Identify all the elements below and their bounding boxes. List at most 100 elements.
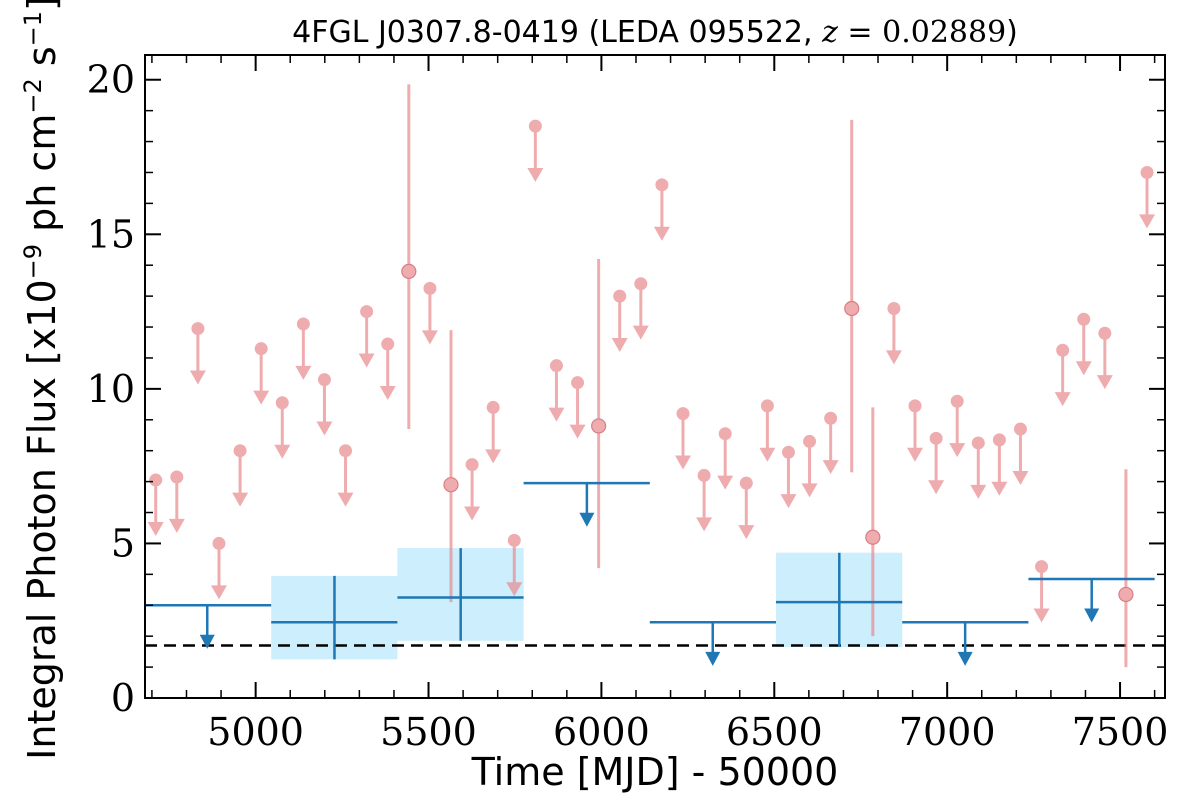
upper-limit-arrowhead <box>421 330 438 345</box>
long-bin-upper-limit <box>1028 577 1155 623</box>
y-tick-label: 20 <box>87 58 135 102</box>
upper-limit-marker <box>486 400 500 414</box>
long-bin-detection <box>776 552 903 647</box>
long-bin-detection <box>271 575 398 660</box>
upper-limit-marker <box>739 476 753 490</box>
upper-limit-arrowhead <box>717 475 734 490</box>
upper-limit-arrowhead <box>485 449 502 464</box>
short-bin-series <box>147 84 1156 668</box>
upper-limit-marker <box>613 289 627 303</box>
upper-limit-marker <box>465 458 479 472</box>
upper-limit-arrowhead <box>632 325 649 340</box>
upper-limit-arrowhead <box>928 480 945 495</box>
x-tick-label: 6000 <box>553 710 650 754</box>
short-bin-detection <box>844 119 860 473</box>
upper-limit-marker <box>1140 165 1154 179</box>
short-bin-upper-limit <box>1075 312 1092 376</box>
upper-limit-arrowhead <box>738 525 755 540</box>
upper-limit-marker <box>275 396 289 410</box>
long-bin-upper-limit <box>649 621 777 666</box>
upper-limit-marker <box>971 436 985 450</box>
upper-limit-marker <box>381 337 395 351</box>
short-bin-upper-limit <box>759 399 776 462</box>
upper-limit-arrowhead <box>199 634 215 649</box>
upper-limit-marker <box>191 322 205 336</box>
upper-limit-marker <box>697 468 711 482</box>
short-bin-upper-limit <box>253 342 270 405</box>
short-bin-upper-limit <box>421 281 438 345</box>
upper-limit-marker <box>718 427 732 441</box>
short-bin-upper-limit <box>274 396 291 459</box>
long-bin-detection <box>397 548 524 641</box>
short-bin-upper-limit <box>970 436 987 499</box>
short-bin-upper-limit <box>232 444 249 507</box>
upper-limit-marker <box>1077 312 1091 326</box>
detection-marker <box>865 529 881 545</box>
upper-limit-arrowhead <box>506 582 523 597</box>
short-bin-upper-limit <box>738 476 755 540</box>
detection-marker <box>1118 586 1134 603</box>
y-tick-label: 15 <box>87 212 135 256</box>
upper-limit-marker <box>634 277 648 291</box>
upper-limit-marker <box>571 376 585 390</box>
short-bin-upper-limit <box>611 289 628 353</box>
short-bin-upper-limit <box>632 277 649 340</box>
upper-limit-marker <box>992 433 1006 447</box>
upper-limit-arrowhead <box>147 521 164 536</box>
upper-limit-arrowhead <box>210 585 227 600</box>
upper-limit-marker <box>950 394 964 408</box>
upper-limit-marker <box>1056 343 1070 357</box>
short-bin-upper-limit <box>1033 560 1050 623</box>
short-bin-detection <box>401 84 417 430</box>
upper-limit-arrowhead <box>232 492 249 507</box>
short-bin-upper-limit <box>506 533 523 597</box>
upper-limit-arrowhead <box>337 492 354 507</box>
short-bin-upper-limit <box>358 305 375 368</box>
upper-limit-marker <box>212 536 226 550</box>
upper-limit-marker <box>781 445 795 459</box>
short-bin-upper-limit <box>822 411 839 475</box>
short-bin-upper-limit <box>801 434 818 498</box>
upper-limit-arrowhead <box>970 484 987 499</box>
y-axis-label: Integral Photon Flux [x10−9 ph cm−2 s−1] <box>19 0 64 760</box>
upper-limit-marker <box>676 407 690 421</box>
upper-limit-arrowhead <box>379 385 396 400</box>
chart-title: 4FGL J0307.8-0419 (LEDA 095522, z = 0.02… <box>292 15 1018 50</box>
upper-limit-arrowhead <box>759 447 776 462</box>
short-bin-detection <box>443 330 459 603</box>
long-bin-upper-limit <box>902 621 1029 666</box>
upper-limit-marker <box>170 470 184 484</box>
detection-marker <box>844 300 860 317</box>
x-tick-label: 7000 <box>899 710 996 754</box>
short-bin-upper-limit <box>675 407 692 470</box>
upper-limit-arrowhead <box>801 483 818 498</box>
upper-limit-marker <box>1013 422 1027 436</box>
x-tick-label: 5000 <box>207 710 304 754</box>
short-bin-upper-limit <box>295 317 312 380</box>
short-bin-upper-limit <box>717 427 734 490</box>
upper-limit-arrowhead <box>579 512 595 527</box>
short-bin-upper-limit <box>189 322 206 385</box>
detection-marker <box>401 263 417 279</box>
x-tick-label: 7500 <box>1072 710 1169 754</box>
short-bin-upper-limit <box>949 394 966 458</box>
short-bin-detection <box>865 407 881 637</box>
upper-limit-arrowhead <box>957 651 973 666</box>
short-bin-upper-limit <box>337 444 354 507</box>
short-bin-upper-limit <box>991 433 1008 496</box>
y-tick-label: 5 <box>111 521 135 565</box>
long-bin-series <box>145 481 1155 666</box>
short-bin-upper-limit <box>316 373 333 436</box>
upper-limit-arrowhead <box>1096 375 1113 390</box>
upper-limit-arrowhead <box>822 460 839 475</box>
detection-marker <box>591 418 607 434</box>
upper-limit-marker <box>254 342 268 356</box>
upper-limit-marker <box>760 399 774 413</box>
y-tick-label: 10 <box>87 367 135 411</box>
upper-limit-arrowhead <box>548 407 565 422</box>
upper-limit-arrowhead <box>705 651 721 666</box>
upper-limit-arrowhead <box>569 424 586 439</box>
short-bin-upper-limit <box>653 178 670 241</box>
upper-limit-arrowhead <box>358 353 375 368</box>
